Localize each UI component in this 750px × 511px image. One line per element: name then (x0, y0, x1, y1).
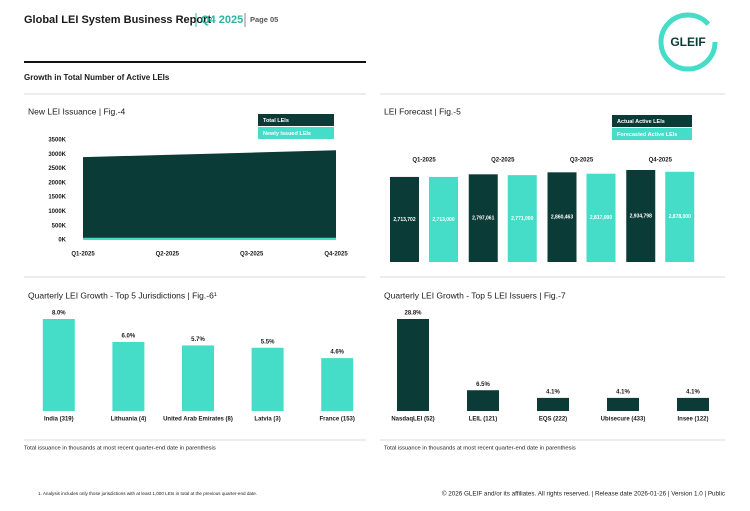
category-label: Lithuania (4) (111, 417, 147, 423)
bar (468, 174, 498, 262)
bar (665, 171, 695, 262)
area (83, 237, 336, 240)
chart-note: Total issuance in thousands at most rece… (384, 446, 576, 452)
bar (677, 397, 709, 411)
legend-label: Total LEIs (263, 118, 289, 124)
category-label: United Arab Emirates (8) (163, 417, 233, 423)
y-tick-label: 500K (52, 223, 67, 229)
bar (586, 173, 616, 262)
logo-ring (658, 12, 718, 72)
y-tick-label: 2000K (48, 180, 66, 186)
x-tick-label: Q4-2025 (324, 252, 348, 258)
value-label: 8.0% (52, 311, 66, 317)
copyright: © 2026 GLEIF and/or its affiliates. All … (442, 490, 725, 498)
bar (390, 176, 419, 262)
area (83, 150, 336, 240)
value-label: 2,771,000 (511, 216, 533, 222)
value-label: 2,713,702 (393, 217, 415, 223)
value-label: 4.6% (330, 350, 344, 356)
legend-swatch (258, 127, 334, 139)
chart-title: Quarterly LEI Growth - Top 5 LEI Issuers… (384, 290, 566, 300)
category-label: NasdaqLEI (52) (391, 417, 434, 423)
report-title: Global LEI System Business Report (24, 14, 211, 26)
bar (626, 170, 656, 262)
chart-title: Quarterly LEI Growth - Top 5 Jurisdictio… (28, 290, 217, 300)
chart-title: LEI Forecast | Fig.-5 (384, 106, 461, 116)
chart-title: New LEI Issuance | Fig.-4 (28, 106, 125, 116)
value-label: 5.7% (191, 337, 205, 343)
value-label: 2,713,000 (432, 217, 454, 223)
value-label: 2,797,061 (472, 215, 494, 221)
footnote: 1. Analysis includes only those jurisdic… (38, 491, 257, 496)
legend-label: Forecasted Active LEIs (617, 132, 677, 138)
logo: GLEIF (658, 12, 718, 72)
bar (42, 319, 75, 411)
legend-swatch (612, 115, 692, 127)
category-label: Insee (122) (677, 417, 708, 423)
legend-swatch (258, 114, 334, 126)
value-label: 28.8% (404, 311, 422, 317)
value-label: 4.1% (686, 389, 700, 395)
value-label: 5.5% (261, 339, 275, 345)
value-label: 2,817,000 (590, 215, 612, 221)
bar (607, 397, 639, 411)
category-label: France (153) (320, 417, 355, 423)
value-label: 4.1% (546, 389, 560, 395)
y-tick-label: 2500K (48, 166, 66, 172)
chart-note: Total issuance in thousands at most rece… (24, 446, 216, 452)
bar (112, 342, 145, 411)
y-tick-label: 1500K (48, 195, 66, 201)
x-tick-label: Q3-2025 (240, 252, 264, 258)
value-label: 2,934,798 (630, 213, 652, 219)
section-title: Growth in Total Number of Active LEIs (24, 73, 170, 82)
category-label: Q3-2025 (570, 158, 594, 164)
y-tick-label: 3000K (48, 152, 66, 158)
value-label: 6.5% (476, 382, 490, 388)
category-label: Latvia (3) (254, 417, 280, 423)
category-label: EQS (222) (539, 417, 567, 423)
page-number: Page 05 (250, 15, 278, 24)
category-label: Ubisecure (433) (601, 417, 646, 423)
bar (182, 345, 214, 411)
bar (507, 175, 537, 262)
bar (537, 397, 569, 411)
x-tick-label: Q2-2025 (156, 252, 180, 258)
category-label: Q4-2025 (649, 158, 673, 164)
bar (467, 390, 499, 411)
bar (429, 176, 458, 262)
value-label: 2,878,000 (669, 214, 691, 220)
bar (251, 347, 284, 411)
bar (397, 319, 429, 411)
legend-label: Actual Active LEIs (617, 119, 665, 125)
logo-text: GLEIF (670, 35, 705, 49)
x-tick-label: Q1-2025 (71, 252, 95, 258)
bar (321, 358, 354, 411)
category-label: Q2-2025 (491, 158, 515, 164)
category-label: Q1-2025 (412, 158, 436, 164)
y-tick-label: 0K (58, 238, 66, 244)
bar (547, 172, 577, 262)
category-label: India (319) (44, 417, 74, 423)
value-label: 4.1% (616, 389, 630, 395)
category-label: LEIL (121) (469, 417, 498, 423)
y-tick-label: 3500K (48, 138, 66, 144)
y-tick-label: 1000K (48, 209, 66, 215)
value-label: 6.0% (122, 334, 136, 340)
legend-swatch (612, 128, 692, 140)
value-label: 2,860,463 (551, 214, 573, 220)
legend-label: Newly issued LEIs (263, 131, 311, 137)
report-quarter: Q4 2025 (201, 14, 243, 26)
